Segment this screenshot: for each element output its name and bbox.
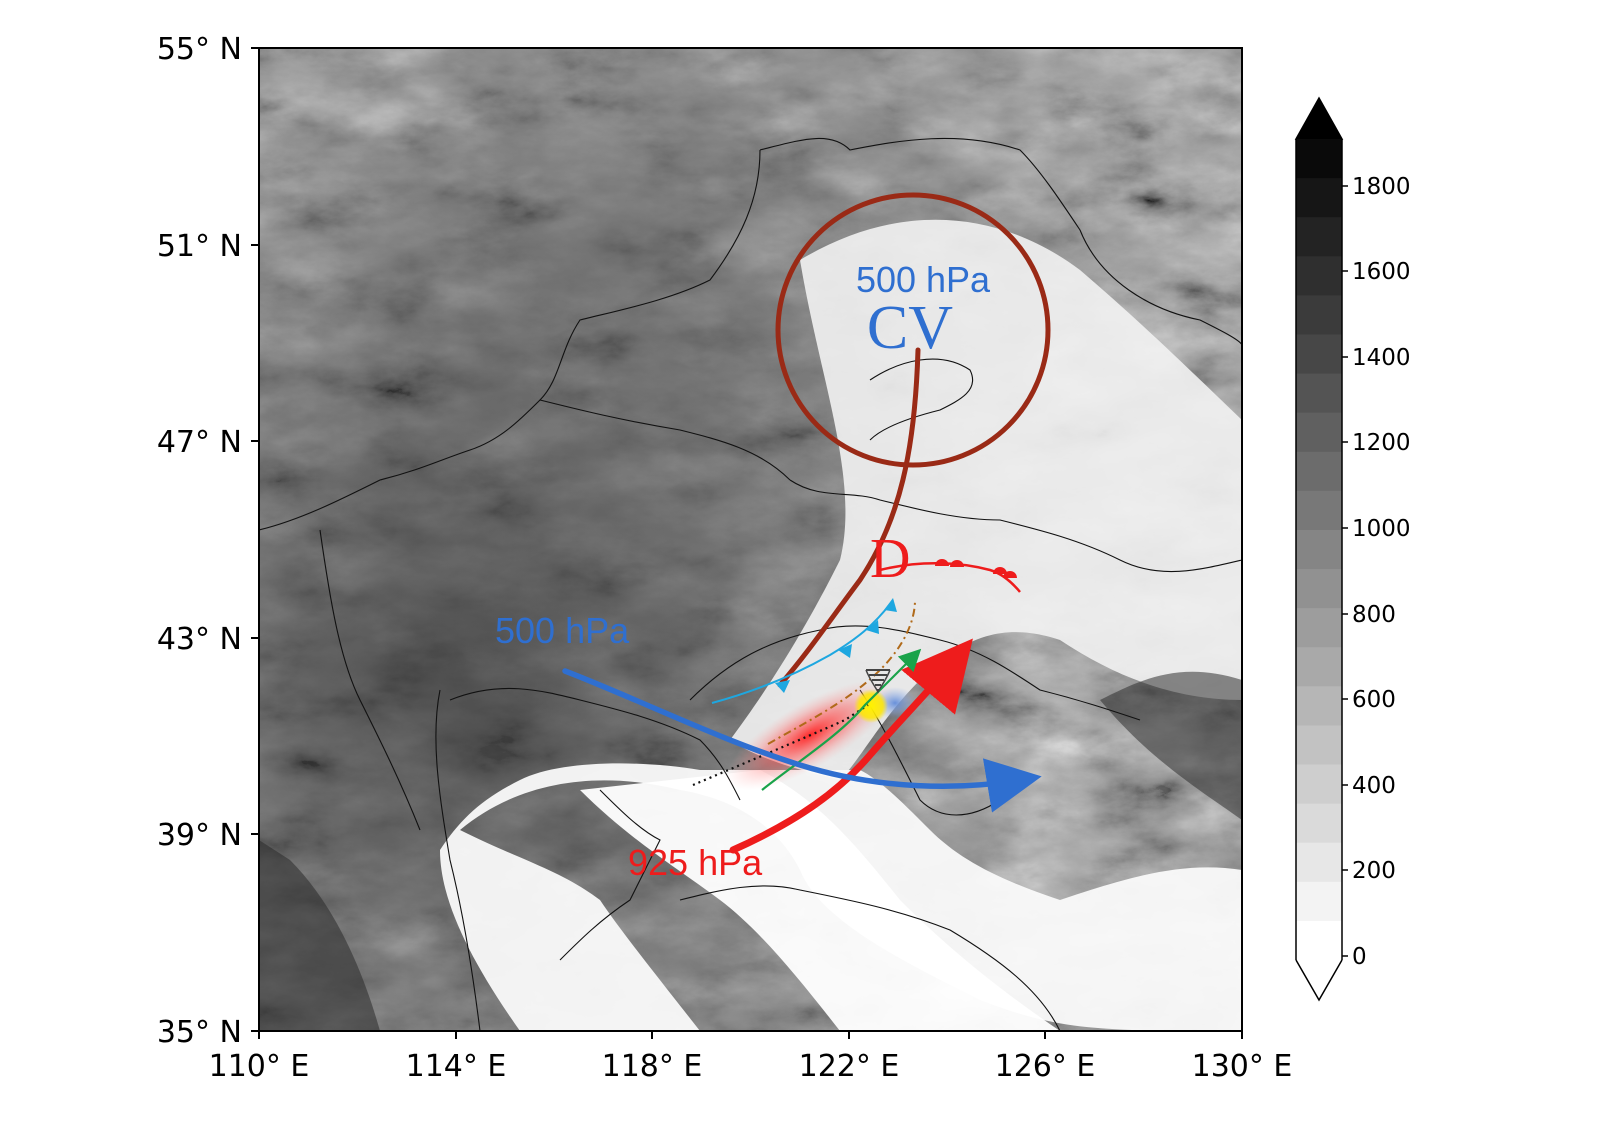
colorbar-band (1296, 178, 1342, 218)
longitude-ticks: 110° E 114° E 118° E 122° E 126° E 130° … (209, 1031, 1293, 1084)
colorbar-band (1296, 412, 1342, 453)
cold-front-line (711, 599, 894, 704)
colorbar-band (1296, 881, 1342, 922)
colorbar-band (1296, 842, 1342, 883)
colorbar-band (1296, 529, 1342, 570)
low-level-jet-925-arrow (729, 638, 973, 854)
colorbar-band (1296, 217, 1342, 257)
colorbar: 1800 1600 1400 1200 1000 800 600 400 200… (1294, 96, 1411, 1002)
colorbar-band (1296, 490, 1342, 531)
lat-tick-label-39n: 39° N (157, 818, 242, 853)
colorbar-band (1296, 569, 1342, 609)
border-jilin-north (789, 479, 1242, 573)
colorbar-label-1400: 1400 (1352, 345, 1411, 371)
map-frame (258, 47, 1243, 1032)
colorbar-ticks: 1800 1600 1400 1200 1000 800 600 400 200… (1342, 174, 1411, 970)
lon-tick-label-114e: 114° E (406, 1049, 507, 1084)
colorbar-label-600: 600 (1352, 687, 1396, 713)
colorbar-label-1000: 1000 (1352, 516, 1411, 542)
warm-front-symbol (950, 560, 964, 567)
colorbar-bands (1296, 139, 1342, 961)
border-hebei-north (449, 687, 741, 801)
lon-tick-label-126e: 126° E (995, 1049, 1096, 1084)
dotted-boundary-line (692, 704, 869, 787)
border-inner-west (319, 529, 421, 831)
lon-tick-label-122e: 122° E (799, 1049, 900, 1084)
province-borders (259, 137, 1242, 1031)
cold-vortex-label: CV (867, 294, 953, 362)
colorbar-band (1296, 295, 1342, 336)
tornado-location-spot (854, 689, 888, 723)
warm-front-symbol (1003, 571, 1017, 578)
lon-tick-label-110e: 110° E (209, 1049, 310, 1084)
colorbar-band (1296, 725, 1342, 766)
colorbar-band (1296, 139, 1342, 179)
dryline (767, 599, 916, 745)
colorbar-band (1296, 373, 1342, 414)
colorbar-band (1296, 451, 1342, 492)
border-shandong (679, 885, 1061, 1031)
cold-front-symbol (775, 680, 790, 693)
lon-tick-label-130e: 130° E (1192, 1049, 1293, 1084)
cold-vortex-circle (775, 192, 1051, 468)
surface-low-label: D (870, 528, 910, 590)
taihang-mountains (259, 840, 380, 1031)
cold-front-symbol (866, 620, 879, 634)
warm-front-line (879, 561, 1021, 593)
colorbar-band (1296, 803, 1342, 844)
convergence-line-arrow (761, 648, 922, 791)
border-inner-mongolia-north (538, 149, 791, 481)
warm-front-symbol (993, 567, 1007, 574)
colorbar-extend-bottom (1295, 959, 1343, 1002)
colorbar-band (1296, 686, 1342, 727)
colorbar-band (1296, 764, 1342, 805)
colorbar-band (1296, 256, 1342, 296)
lat-tick-label-55n: 55° N (157, 32, 242, 67)
cold-front-symbol (884, 598, 897, 612)
colorbar-outline (1295, 139, 1343, 960)
tornado-icon (865, 669, 891, 694)
warm-front-symbol (935, 559, 949, 566)
terrain-layer (259, 48, 1242, 1031)
lat-tick-label-43n: 43° N (157, 622, 242, 657)
colorbar-label-800: 800 (1352, 602, 1396, 628)
colorbar-band (1296, 920, 1342, 961)
analysis-overlay: 500 hPa CV D 500 hPa 925 hPa (495, 192, 1051, 883)
colorbar-label-0: 0 (1352, 944, 1367, 970)
border-river-nenjiang (869, 358, 974, 441)
trough-axis-line (777, 347, 921, 688)
cold-vortex-level-label: 500 hPa (856, 259, 991, 300)
plain-northeast (730, 219, 1242, 780)
lat-tick-label-47n: 47° N (157, 425, 242, 460)
trough-level-label: 500 hPa (495, 610, 630, 651)
cold-front-symbol (838, 644, 852, 658)
colorbar-label-1800: 1800 (1352, 174, 1411, 200)
lon-tick-label-118e: 118° E (602, 1049, 703, 1084)
border-hebei-shanxi (435, 689, 481, 1031)
colorbar-band (1296, 647, 1342, 687)
colorbar-band (1296, 608, 1342, 648)
lat-tick-label-35n: 35° N (157, 1015, 242, 1050)
colorbar-label-400: 400 (1352, 773, 1396, 799)
low-level-jet-label: 925 hPa (628, 842, 763, 883)
border-north (759, 137, 1242, 346)
colorbar-label-200: 200 (1352, 858, 1396, 884)
colorbar-label-1200: 1200 (1352, 430, 1411, 456)
changbai-mountains (1100, 671, 1242, 820)
lat-tick-label-51n: 51° N (157, 229, 242, 264)
upper-level-jet-500-arrow (562, 668, 1042, 813)
colorbar-band (1296, 334, 1342, 375)
colorbar-extend-top (1294, 96, 1344, 140)
sea-area (580, 770, 1060, 1031)
border-mongolia (259, 399, 541, 531)
colorbar-label-1600: 1600 (1352, 259, 1411, 285)
latitude-ticks: 55° N 51° N 47° N 43° N 39° N 35° N (157, 32, 259, 1050)
border-beijing-tianjin (559, 789, 661, 961)
